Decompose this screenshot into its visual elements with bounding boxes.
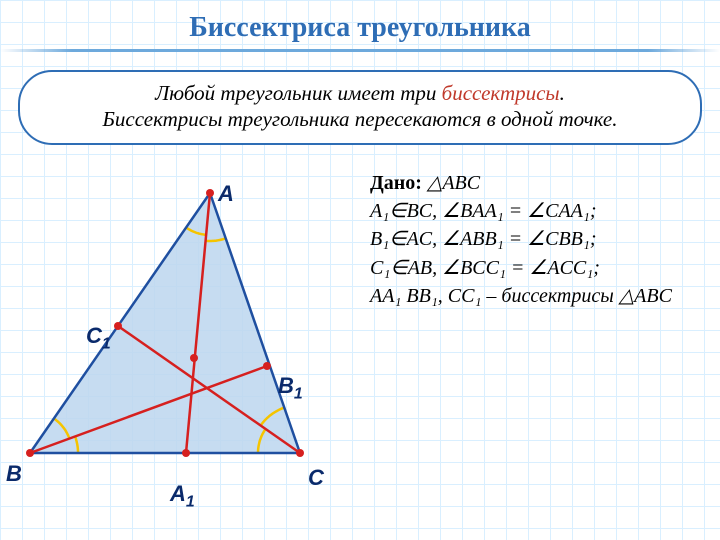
vertex-label-A1: A1 xyxy=(170,481,195,511)
vertex-label-A: A xyxy=(218,181,234,207)
diagram: A B C A1 B1 C1 xyxy=(0,153,370,513)
page: Биссектриса треугольника Любой треугольн… xyxy=(0,0,720,540)
triangle-diagram-svg xyxy=(0,153,370,513)
vertex-label-B1: B1 xyxy=(278,373,303,403)
vertex-label-C1: C1 xyxy=(86,323,111,353)
page-title: Биссектриса треугольника xyxy=(189,12,531,44)
definition-box: Любой треугольник имеет три биссектрисы.… xyxy=(18,70,702,145)
definition-line1-prefix: Любой треугольник имеет три xyxy=(155,81,442,105)
given-heading: Дано: xyxy=(370,172,422,194)
given-row2: B₁∈AC, ∠ABB₁ = ∠CBB₁; xyxy=(370,228,597,250)
given-row1: A₁∈BC, ∠BAA₁ = ∠CAA₁; xyxy=(370,200,597,222)
given-row3: C₁∈AB, ∠BCC₁ = ∠ACC₁; xyxy=(370,257,600,279)
definition-line1-suffix: . xyxy=(560,81,565,105)
definition-line2: Биссектрисы треугольника пересекаются в … xyxy=(103,107,618,131)
vertex-label-C: C xyxy=(308,465,324,491)
given-row4: AA₁ BB₁, CC₁ – биссектрисы △ABC xyxy=(370,285,672,307)
given-triangle: △ABC xyxy=(427,172,480,194)
given-block: Дано: △ABC A₁∈BC, ∠BAA₁ = ∠CAA₁; B₁∈AC, … xyxy=(370,153,720,513)
lower-region: A B C A1 B1 C1 Дано: △ABC A₁∈BC, ∠BAA₁ = ∠CAA… xyxy=(0,153,720,513)
definition-highlight: биссектрисы xyxy=(442,81,560,105)
vertex-label-B: B xyxy=(6,461,22,487)
title-bar: Биссектриса треугольника xyxy=(0,0,720,56)
title-underline xyxy=(0,49,720,52)
